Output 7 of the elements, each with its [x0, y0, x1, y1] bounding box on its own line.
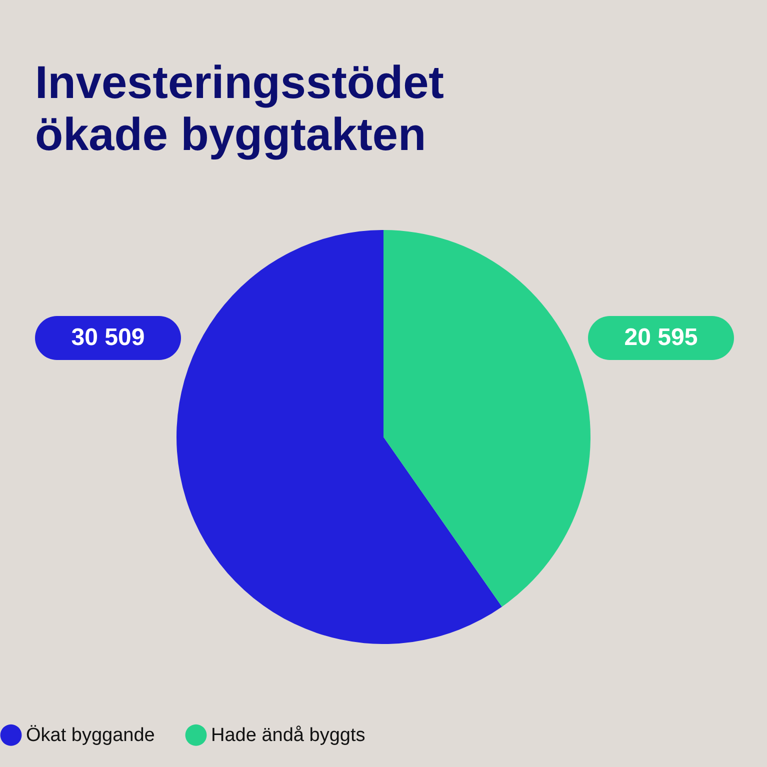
- chart-title: Investeringsstödet ökade byggtakten: [35, 56, 444, 160]
- legend-label: Ökat byggande: [26, 725, 155, 746]
- data-label: 30 509: [71, 324, 145, 351]
- data-label: 20 595: [624, 324, 698, 351]
- legend-label: Hade ändå byggts: [211, 725, 366, 746]
- pie-slice: [384, 230, 590, 607]
- pie-slice: [176, 230, 502, 644]
